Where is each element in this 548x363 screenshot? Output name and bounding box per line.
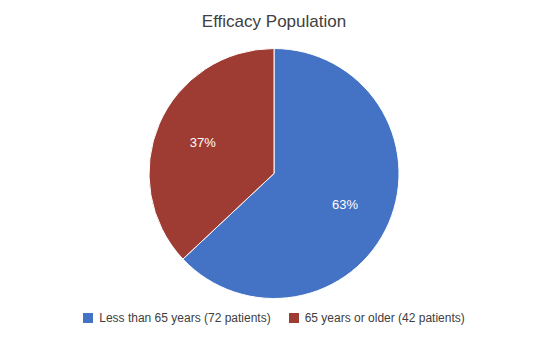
svg-text:37%: 37% <box>190 135 216 150</box>
html-text:Efficacy Population: Efficacy Population <box>201 12 347 31</box>
svg-text:63%: 63% <box>332 197 358 212</box>
html-text:Less than 65 years (72 patient: Less than 65 years (72 patients) <box>99 311 271 325</box>
html-text:65 years or older (42 patients: 65 years or older (42 patients) <box>304 311 465 325</box>
